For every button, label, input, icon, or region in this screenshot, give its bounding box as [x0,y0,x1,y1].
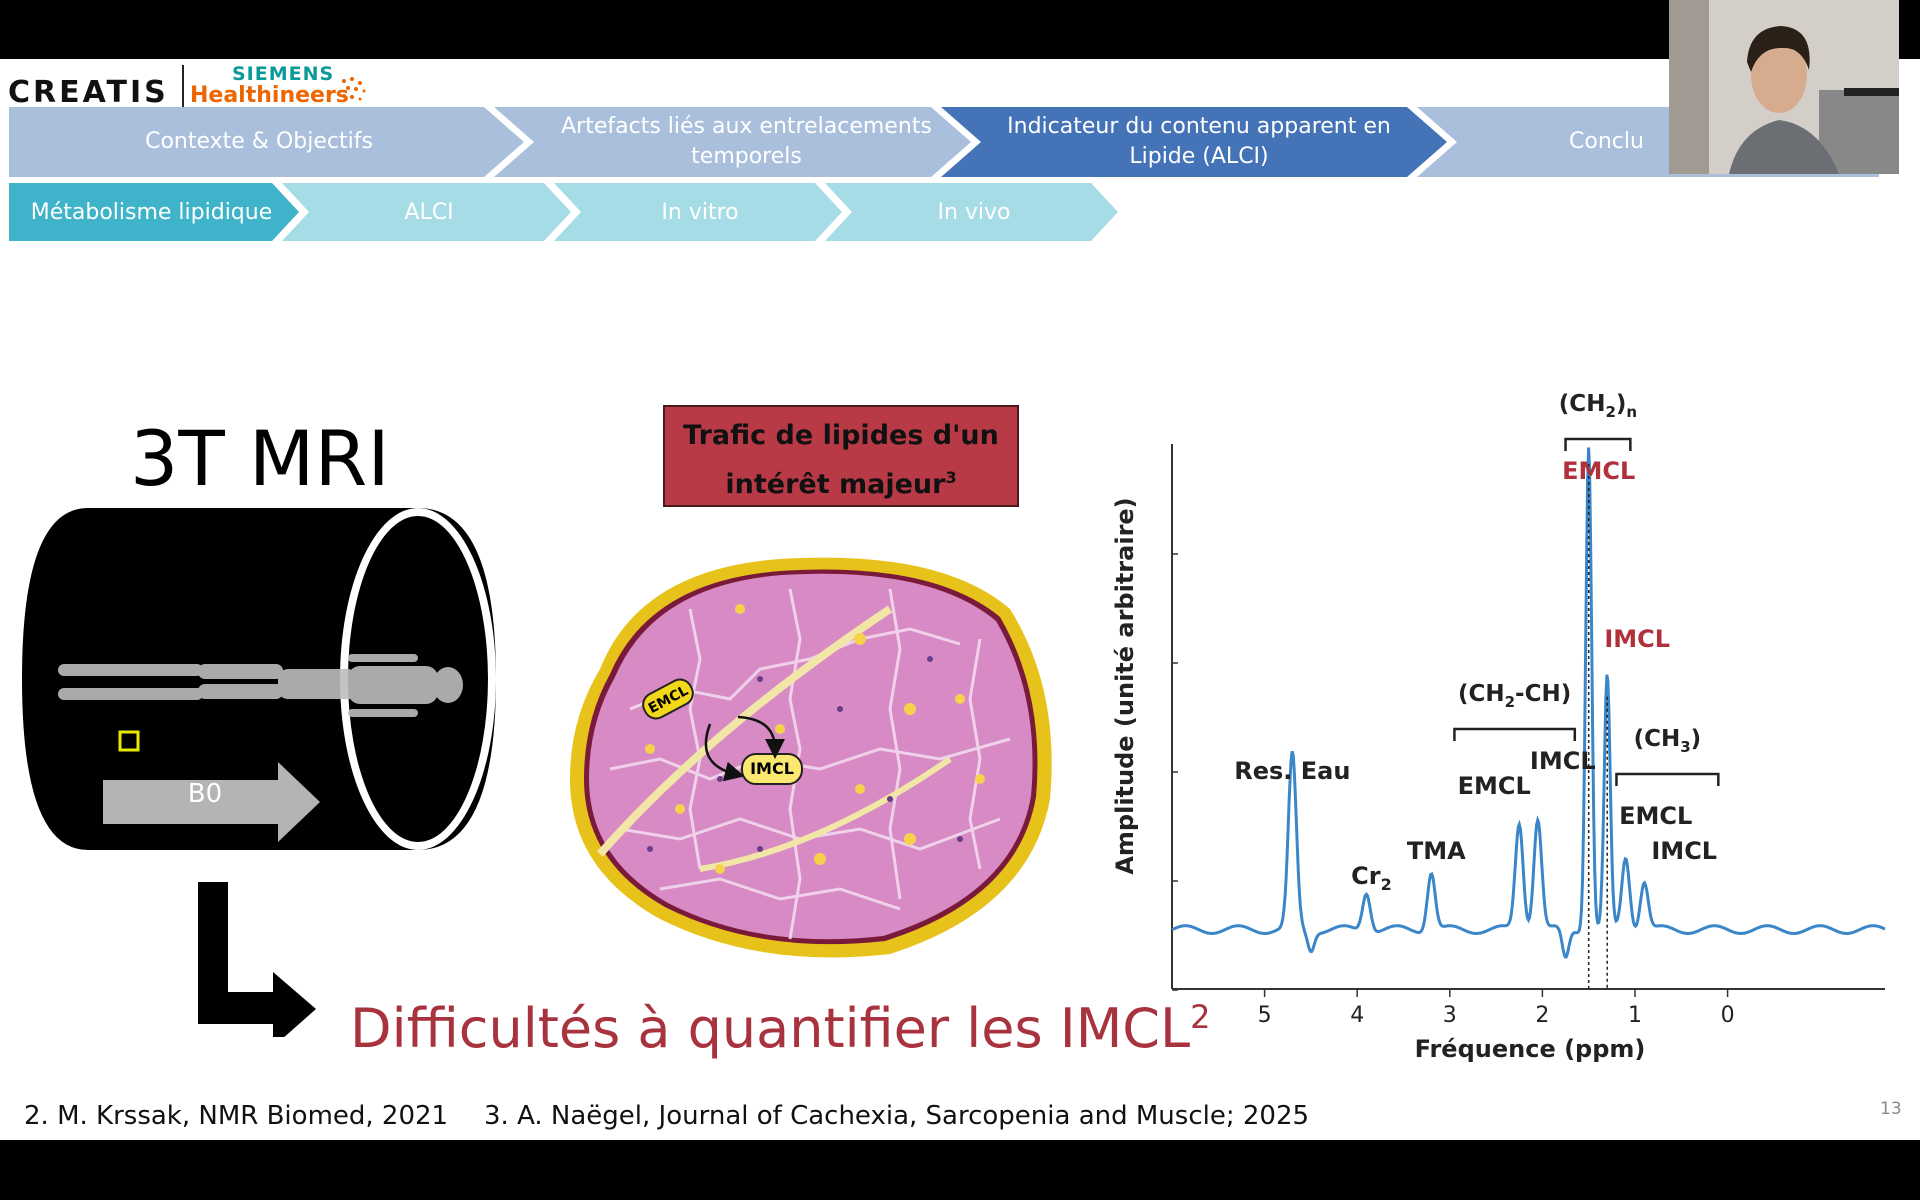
spectrum-chart: 5 4 3 2 1 0 Fréquence (ppm) Amplitude (unité ar… [1111,391,1886,1063]
imcl-label: IMCL [750,759,794,778]
healthineers-logo: Healthineers [190,83,349,108]
peak-label: Cr2 [1351,862,1392,894]
group-bracket [1453,727,1577,741]
siemens-logo: SIEMENS [232,63,335,85]
group-bracket [1564,437,1632,451]
nav-sub-item-alci[interactable]: ALCI [404,199,454,225]
x-tick-label: 2 [1535,1003,1549,1028]
peak-label: Res. Eau [1234,757,1350,785]
slide: CREATIS SIEMENS Healthineers Contexte & … [0,59,1920,1140]
y-axis-label: Amplitude (unité arbitraire) [1111,497,1139,874]
logos: CREATIS SIEMENS Healthineers [8,63,408,115]
group-label: (CH3) [1634,726,1702,756]
presenter-webcam [1669,0,1899,174]
x-axis-label: Fréquence (ppm) [1415,1035,1646,1063]
x-tick-label: 4 [1350,1003,1364,1028]
nav-sub-item-in-vitro[interactable]: In vitro [661,199,739,225]
reference-2: 3. A. Naëgel, Journal of Cachexia, Sarco… [484,1101,1310,1131]
healthineers-dots-icon [342,77,366,101]
sub-navigation: Métabolisme lipidique ALCI In vitro In v… [9,183,1129,241]
b0-arrow-icon [103,762,320,842]
group-label: (CH2)n [1559,391,1637,421]
spectrum-line [1171,447,1886,959]
group-bracket [1615,772,1720,786]
peak-label: IMCL [1651,837,1717,865]
muscle-cross-section-illustration: EMCL IMCL [570,557,1052,958]
peak-label: EMCL [1562,457,1635,485]
mri-title: 3T MRI [130,414,390,503]
conclusion-text: Difficultés à quantifier les IMCL2 [350,997,1211,1060]
mri-scanner-illustration [22,508,496,850]
peak-label: TMA [1407,837,1466,865]
nav-sub-item-in-vivo[interactable]: In vivo [937,199,1011,225]
peak-label: IMCL [1530,747,1596,775]
reference-1: 2. M. Krssak, NMR Biomed, 2021 [24,1101,449,1131]
page-number: 13 [1880,1099,1902,1119]
peak-label: EMCL [1458,772,1531,800]
x-tick-label: 1 [1628,1003,1642,1028]
main-navigation: Contexte & Objectifs Artefacts liés aux … [9,107,1879,177]
nav-main-item-alci[interactable]: Indicateur du contenu apparent en Lipide… [1007,114,1391,169]
trafic-ref: 3 [945,468,957,487]
body-scan-icon [58,654,463,717]
group-label: (CH2-CH) [1458,681,1571,711]
nav-main-item-artefacts[interactable]: Artefacts liés aux entrelacements tempor… [561,114,932,169]
x-tick-label: 0 [1721,1003,1735,1028]
trafic-line1: Trafic de lipides d'un [683,420,999,451]
trafic-line2: intérêt majeur [725,469,946,500]
nav-sub-item-metabolisme[interactable]: Métabolisme lipidique [30,199,273,225]
peak-label: EMCL [1619,802,1692,830]
roi-marker [118,730,140,752]
peak-label: IMCL [1604,625,1670,653]
elbow-arrow-icon [198,882,316,1037]
nav-main-item-contexte[interactable]: Contexte & Objectifs [145,129,373,154]
logo-separator [182,65,184,109]
creatis-logo: CREATIS [8,75,169,110]
nav-main-item-conclusion[interactable]: Conclu [1569,129,1644,154]
x-tick-label: 3 [1443,1003,1457,1028]
b0-label: B0 [187,779,223,809]
trafic-box: Trafic de lipides d'un intérêt majeur3 [663,405,1019,507]
x-tick-label: 5 [1258,1003,1272,1028]
